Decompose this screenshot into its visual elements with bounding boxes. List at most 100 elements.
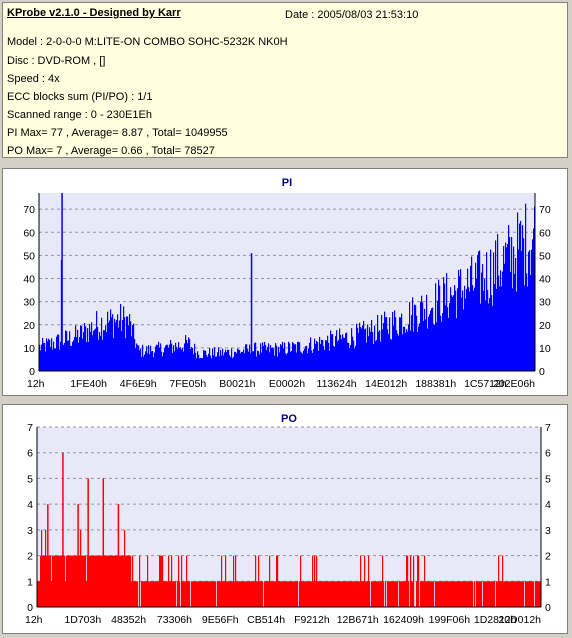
data-bar: [197, 351, 199, 371]
data-bar: [453, 295, 455, 371]
data-bar: [434, 324, 436, 371]
data-bar: [427, 328, 429, 371]
data-bar: [522, 581, 524, 607]
data-bar: [203, 581, 205, 607]
data-bar: [432, 581, 434, 607]
data-bar: [120, 555, 122, 607]
x-tick-label: 12h: [25, 614, 43, 626]
data-bar: [326, 340, 328, 371]
data-bar: [389, 581, 391, 607]
data-bar: [353, 581, 355, 607]
data-bar: [292, 581, 294, 607]
data-bar: [184, 581, 186, 607]
data-bar: [362, 325, 364, 371]
x-tick-label: 14E012h: [365, 378, 407, 390]
data-bar: [321, 339, 323, 371]
data-bar: [296, 352, 298, 371]
data-bar: [443, 581, 445, 607]
data-bar: [481, 272, 483, 371]
data-bar: [317, 342, 319, 371]
data-bar: [323, 581, 325, 607]
data-bar: [161, 555, 163, 607]
data-bar: [236, 581, 238, 607]
data-bar: [375, 341, 377, 371]
data-bar: [273, 581, 275, 607]
data-bar: [196, 581, 198, 607]
data-bar: [402, 334, 404, 371]
data-bar: [379, 330, 381, 371]
data-bar: [43, 555, 45, 607]
data-bar: [294, 344, 296, 371]
data-bar: [41, 529, 43, 607]
data-bar: [340, 334, 342, 371]
data-bar: [330, 581, 332, 607]
data-bar: [500, 581, 502, 607]
data-bar: [381, 581, 383, 607]
data-bar: [47, 341, 49, 371]
data-bar: [523, 238, 525, 371]
data-bar: [137, 581, 139, 607]
data-bar: [463, 309, 465, 371]
data-bar: [102, 339, 104, 371]
data-bar: [101, 317, 103, 371]
data-bar: [248, 581, 250, 607]
data-bar: [446, 273, 448, 371]
data-bar: [395, 317, 397, 371]
data-bar: [129, 313, 131, 371]
data-bar: [499, 581, 501, 607]
data-bar: [155, 581, 157, 607]
data-bar: [121, 555, 123, 607]
data-bar: [86, 581, 88, 607]
data-bar: [474, 581, 476, 607]
data-bar: [231, 581, 233, 607]
data-bar: [481, 581, 483, 607]
data-bar: [230, 356, 232, 371]
data-bar: [268, 343, 270, 371]
data-bar: [245, 581, 247, 607]
data-bar: [445, 305, 447, 371]
data-bar: [340, 581, 342, 607]
data-bar: [38, 581, 40, 607]
data-bar: [94, 555, 96, 607]
data-bar: [513, 246, 515, 371]
data-bar: [297, 581, 299, 607]
data-bar: [59, 349, 61, 371]
data-bar: [497, 581, 499, 607]
data-bar: [142, 344, 144, 371]
data-bar: [258, 555, 260, 607]
data-bar: [210, 355, 212, 371]
data-bar: [230, 581, 232, 607]
data-bar: [228, 581, 230, 607]
data-bar: [206, 581, 208, 607]
data-bar: [189, 581, 191, 607]
data-bar: [87, 328, 89, 371]
data-bar: [393, 326, 395, 371]
data-bar: [447, 581, 449, 607]
data-bar: [433, 581, 435, 607]
data-bar: [324, 581, 326, 607]
data-bar: [313, 581, 315, 607]
data-bar: [50, 347, 52, 371]
data-bar: [114, 555, 116, 607]
data-bar: [291, 350, 293, 371]
data-bar: [319, 581, 321, 607]
data-bar: [450, 581, 452, 607]
data-bar: [75, 325, 77, 371]
data-bar: [135, 581, 137, 607]
data-bar: [243, 581, 245, 607]
data-bar: [498, 275, 500, 371]
data-bar: [133, 581, 135, 607]
data-bar: [267, 346, 269, 371]
data-bar: [235, 555, 237, 607]
data-bar: [289, 581, 291, 607]
data-bar: [310, 337, 312, 371]
data-bar: [469, 581, 471, 607]
data-bar: [196, 358, 198, 371]
data-bar: [327, 581, 329, 607]
data-bar: [463, 581, 465, 607]
data-bar: [155, 346, 157, 371]
data-bar: [222, 581, 224, 607]
data-bar: [512, 581, 514, 607]
data-bar: [311, 350, 313, 371]
y-tick-label-left: 60: [23, 227, 35, 239]
